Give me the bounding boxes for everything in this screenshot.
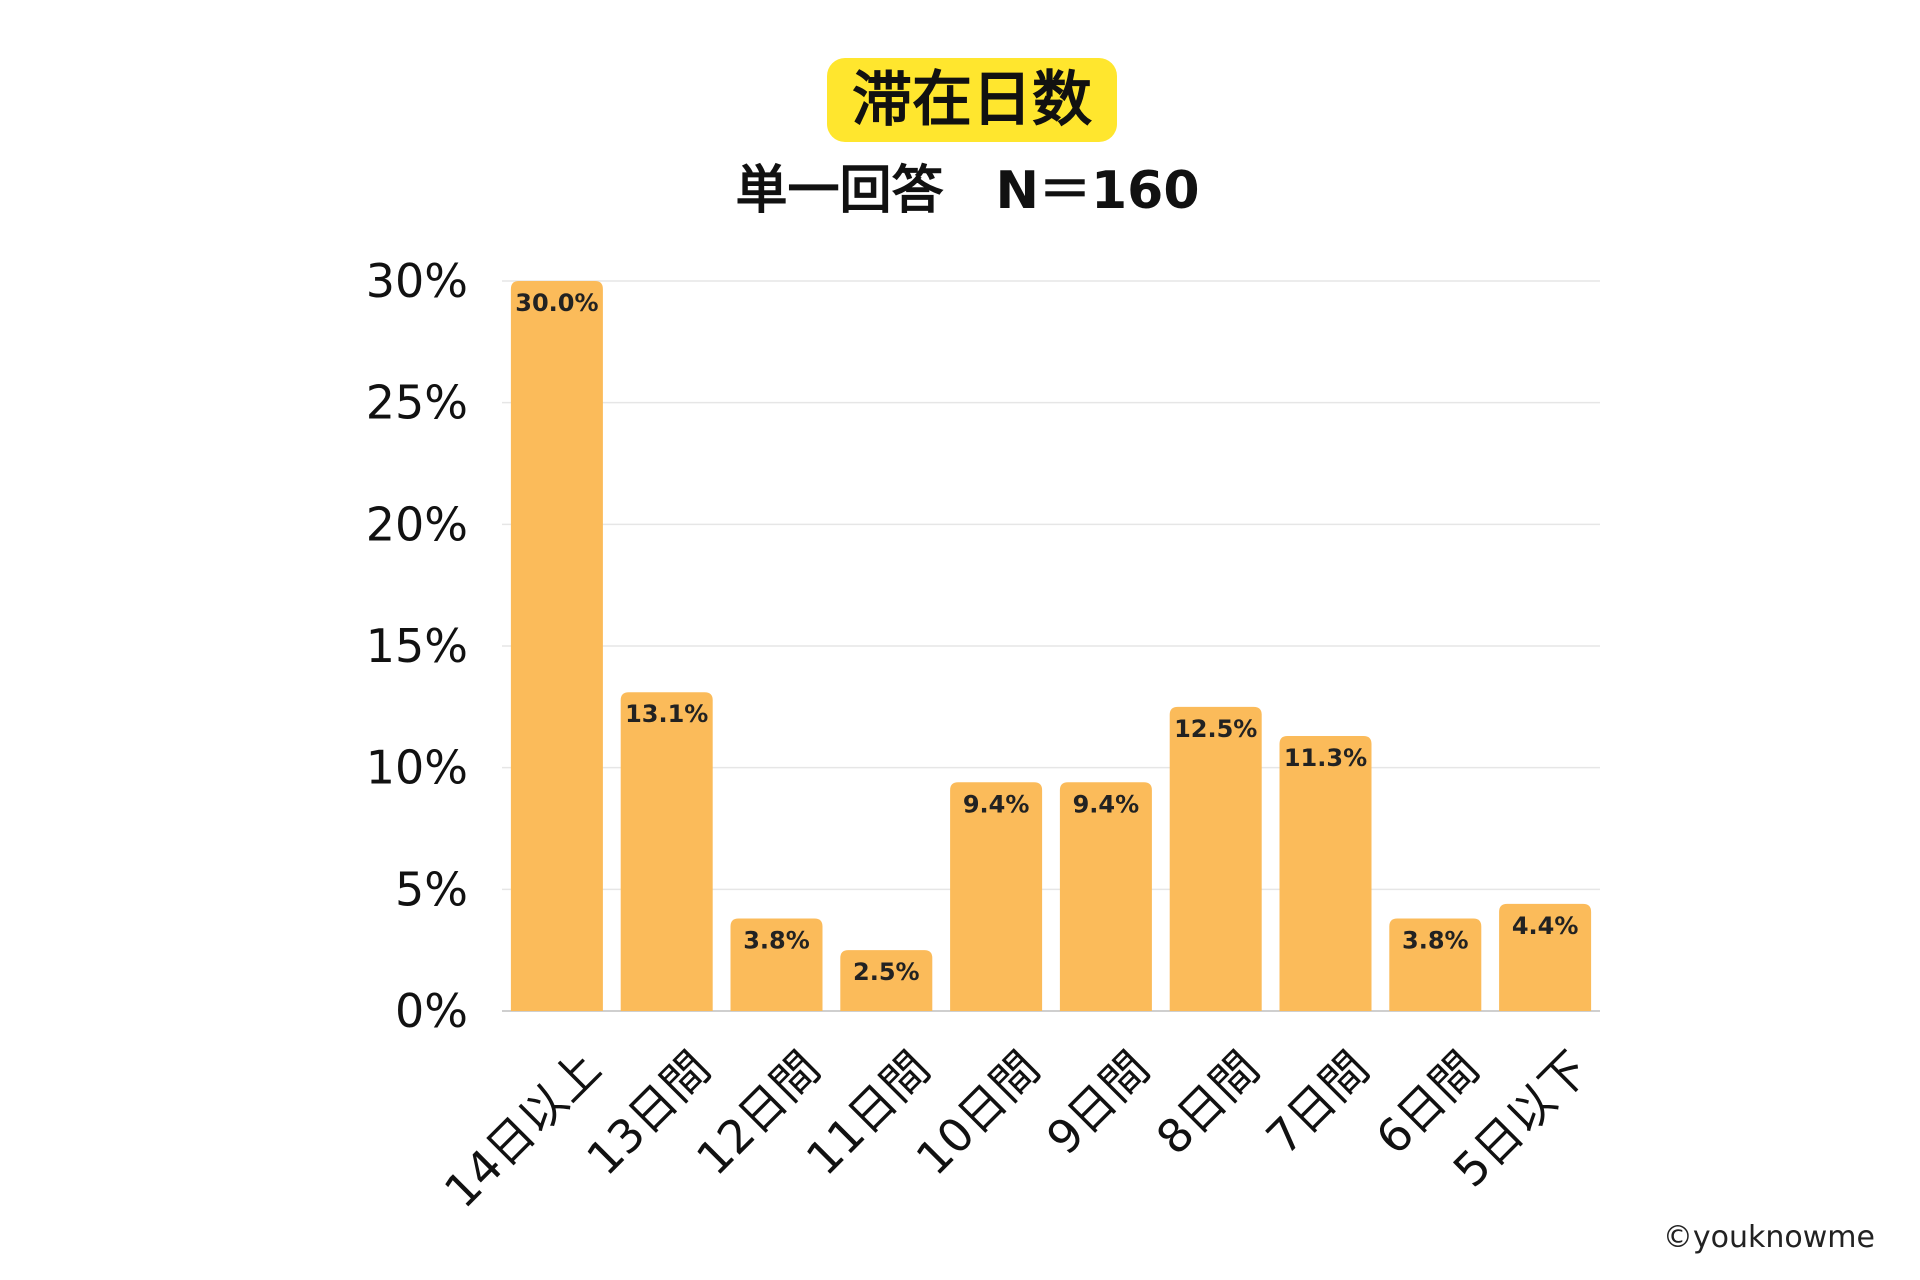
y-tick-label: 20% xyxy=(366,497,468,551)
bar xyxy=(950,782,1043,1011)
y-tick-label: 15% xyxy=(366,619,468,673)
chart-subtitle: 単一回答 N＝160 xyxy=(735,161,1200,221)
bar-value-label: 9.4% xyxy=(963,790,1030,818)
bar xyxy=(730,918,823,1011)
x-tick-label: 10日間 xyxy=(906,1041,1051,1186)
bar-value-label: 12.5% xyxy=(1174,715,1257,743)
bar-value-label: 4.4% xyxy=(1512,912,1579,940)
bar xyxy=(1059,782,1152,1011)
y-tick-label: 10% xyxy=(366,741,468,795)
bar-value-label: 13.1% xyxy=(625,700,708,728)
x-tick-label: 11日間 xyxy=(796,1041,941,1186)
y-tick-label: 5% xyxy=(395,862,468,916)
bar xyxy=(1389,918,1482,1011)
y-tick-label: 30% xyxy=(366,254,468,308)
bar-value-label: 3.8% xyxy=(1402,927,1469,955)
copyright-text: ©youknowme xyxy=(1662,1220,1875,1255)
chart-title-badge: 滞在日数 xyxy=(827,58,1117,142)
y-tick-label: 0% xyxy=(395,984,468,1038)
chart-title: 滞在日数 xyxy=(852,65,1092,135)
x-tick-label: 14日以上 xyxy=(434,1041,611,1218)
bar xyxy=(1279,736,1372,1011)
bar-value-label: 30.0% xyxy=(515,289,598,317)
bar-value-label: 9.4% xyxy=(1073,790,1140,818)
x-tick-label: 12日間 xyxy=(686,1041,831,1186)
bar-value-label: 3.8% xyxy=(743,927,810,955)
bar-value-label: 2.5% xyxy=(853,958,920,986)
bar xyxy=(1169,706,1262,1011)
x-tick-label: 13日間 xyxy=(576,1041,721,1186)
bar-value-label: 11.3% xyxy=(1284,744,1367,772)
x-tick-label: 9日間 xyxy=(1036,1041,1160,1165)
bar xyxy=(1499,903,1592,1011)
x-tick-label: 8日間 xyxy=(1146,1041,1270,1165)
bar xyxy=(620,692,713,1011)
bar xyxy=(840,950,933,1011)
bar xyxy=(510,281,603,1011)
y-tick-label: 25% xyxy=(366,376,468,430)
x-tick-label: 7日間 xyxy=(1256,1041,1380,1165)
